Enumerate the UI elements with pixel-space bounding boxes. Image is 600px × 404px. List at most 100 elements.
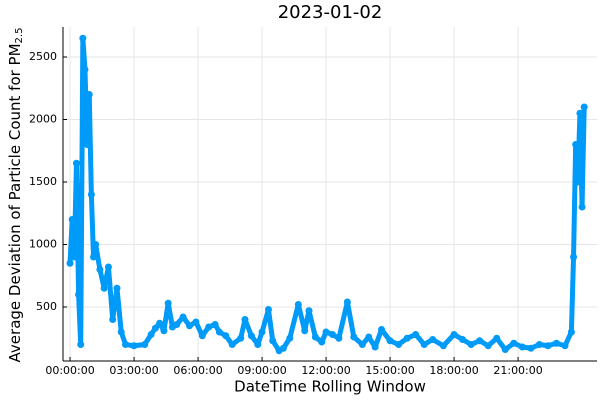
point [429, 336, 437, 343]
point [279, 344, 287, 352]
point [476, 337, 484, 345]
x-axis-label: DateTime Rolling Window [234, 378, 426, 396]
y-tick-label: 1500 [29, 175, 57, 188]
point [151, 324, 159, 332]
point [305, 307, 313, 315]
x-tick-label: 21:00:00 [493, 364, 542, 377]
point [90, 253, 98, 261]
point [484, 342, 492, 350]
point [241, 316, 249, 323]
point [459, 336, 467, 343]
y-axis-label: Average Deviation of Particle Count for … [6, 28, 26, 363]
point [386, 337, 394, 345]
point [254, 341, 262, 348]
point [104, 263, 112, 271]
point [578, 203, 586, 211]
point [561, 342, 569, 350]
point [328, 331, 336, 338]
point [403, 334, 411, 342]
x-tick-label: 06:00:00 [173, 364, 222, 377]
point [70, 253, 78, 261]
point [77, 341, 85, 348]
point [378, 326, 386, 333]
point [66, 259, 74, 267]
point [510, 339, 518, 347]
point [264, 306, 272, 313]
point [343, 298, 351, 306]
marks [66, 34, 588, 355]
point [371, 343, 379, 351]
point [198, 332, 206, 340]
x-tick-label: 18:00:00 [429, 364, 478, 377]
point [179, 313, 187, 321]
point [100, 284, 108, 292]
point [350, 333, 358, 341]
point [412, 331, 420, 338]
point [301, 327, 309, 335]
point [544, 342, 552, 350]
grid [63, 27, 597, 361]
point [467, 341, 475, 348]
y-tick-label: 500 [36, 300, 57, 313]
point [156, 319, 164, 327]
x-tick-label: 00:00:00 [45, 364, 94, 377]
point [211, 321, 219, 328]
point [365, 333, 373, 341]
point [122, 341, 130, 348]
point [173, 321, 181, 328]
point [130, 342, 138, 350]
point [294, 301, 302, 308]
point [85, 91, 93, 98]
point [68, 216, 76, 223]
point [311, 333, 319, 341]
point [72, 159, 80, 167]
point [450, 331, 458, 338]
point [574, 178, 582, 186]
x-tick-label: 03:00:00 [109, 364, 158, 377]
y-axis-label-main: Average Deviation of Particle Count for … [6, 43, 24, 362]
point [580, 103, 588, 111]
point [269, 337, 277, 345]
chart-title: 2023-01-02 [278, 2, 383, 23]
point [147, 331, 155, 338]
point [186, 322, 194, 330]
point [81, 66, 89, 73]
point [79, 34, 87, 42]
point [258, 328, 266, 336]
point [109, 316, 117, 323]
point [192, 318, 200, 326]
point [164, 299, 172, 307]
x-tick-label: 15:00:00 [365, 364, 414, 377]
point [160, 327, 168, 335]
point [228, 341, 236, 348]
point [395, 341, 403, 348]
point [87, 191, 95, 198]
point [117, 328, 125, 336]
point [439, 342, 447, 350]
point [518, 343, 526, 351]
point [286, 334, 294, 342]
point [501, 346, 509, 353]
point [237, 334, 245, 342]
point [527, 344, 535, 352]
point [222, 332, 230, 340]
point [83, 141, 91, 148]
point [75, 291, 83, 298]
point [420, 341, 428, 348]
point [247, 332, 255, 340]
point [358, 341, 366, 348]
y-axis-label-subscript: 2.5 [14, 28, 25, 44]
x-tick-label: 09:00:00 [237, 364, 286, 377]
point [567, 328, 575, 336]
point [92, 241, 100, 248]
point [572, 141, 580, 148]
point [493, 334, 501, 342]
point [322, 328, 330, 336]
point [335, 334, 343, 342]
point [205, 323, 213, 331]
point [215, 328, 223, 336]
x-tick-label: 12:00:00 [301, 364, 350, 377]
point [576, 109, 584, 117]
